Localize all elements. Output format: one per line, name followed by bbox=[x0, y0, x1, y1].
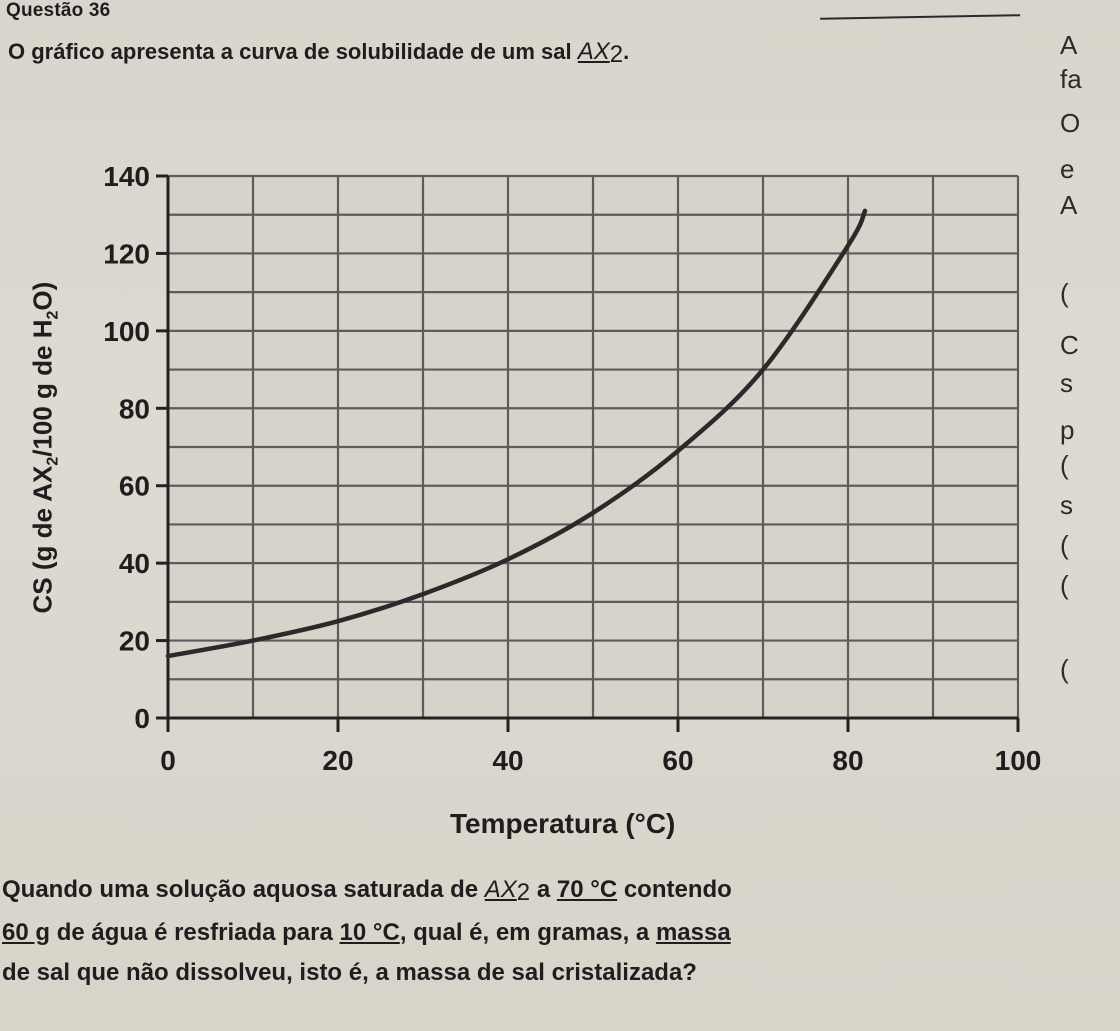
question-text: Quando uma solução aquosa saturada de AX… bbox=[2, 870, 1112, 993]
x-tick-label: 60 bbox=[662, 745, 693, 776]
y-tick-label: 60 bbox=[119, 471, 150, 502]
y-axis-label: CS (g de AX2/100 g de H2O) bbox=[27, 253, 62, 643]
y-tick-label: 20 bbox=[119, 626, 150, 657]
intro-text: O gráfico apresenta a curva de solubilid… bbox=[8, 39, 572, 64]
y-axis-label-part: O) bbox=[27, 281, 58, 311]
x-tick-label: 20 bbox=[322, 745, 353, 776]
x-tick-label: 100 bbox=[995, 745, 1042, 776]
y-tick-label: 100 bbox=[103, 316, 150, 347]
y-axis-label-part: /100 g de H bbox=[27, 319, 58, 457]
side-fragment: ( bbox=[1060, 530, 1069, 560]
question-formula: AX2 bbox=[484, 876, 531, 906]
side-fragment: A bbox=[1060, 30, 1078, 60]
question-line-3: de sal que não dissolveu, isto é, a mass… bbox=[2, 959, 697, 986]
side-fragment: O bbox=[1060, 108, 1081, 138]
question-text-part: Quando uma solução aquosa saturada de bbox=[2, 876, 479, 903]
x-tick-label: 40 bbox=[492, 745, 523, 776]
solubility-chart: 0 20 40 60 80 100 120 140 0 20 40 60 80 100 bbox=[103, 161, 1042, 776]
side-fragment: s bbox=[1060, 490, 1073, 520]
y-tick-label: 40 bbox=[119, 548, 150, 579]
intro-formula-end: . bbox=[623, 39, 630, 64]
question-formula-base: AX bbox=[484, 876, 517, 903]
question-text-part: , qual é, em gramas, a bbox=[399, 919, 650, 946]
side-fragment: e bbox=[1060, 154, 1075, 184]
side-fragment: s bbox=[1060, 368, 1073, 398]
question-line-2: 60 g de água é resfriada para 10 °C, qua… bbox=[2, 913, 1112, 953]
question-temp-final: 10 °C bbox=[339, 919, 400, 946]
y-axis-label-part: CS (g de AX bbox=[27, 465, 58, 614]
question-line-1: Quando uma solução aquosa saturada de AX… bbox=[2, 870, 1112, 913]
side-fragment: ( bbox=[1060, 654, 1069, 684]
side-fragment: A bbox=[1060, 190, 1078, 220]
x-tick-label: 0 bbox=[160, 745, 176, 776]
side-fragment: p bbox=[1060, 415, 1075, 445]
y-tick-label: 120 bbox=[103, 238, 150, 269]
cut-off-column: A fa O e A ( C s p ( s ( ( ( bbox=[1060, 30, 1120, 750]
side-fragment: ( bbox=[1060, 570, 1069, 600]
question-text-part: massa bbox=[655, 919, 731, 946]
side-fragment: ( bbox=[1060, 450, 1069, 480]
y-tick-label: 0 bbox=[134, 703, 150, 734]
x-tick-label: 80 bbox=[832, 745, 863, 776]
question-number: Questão 36 bbox=[6, 0, 111, 21]
x-axis-label: Temperatura (°C) bbox=[450, 808, 676, 839]
question-formula-sub: 2 bbox=[516, 879, 531, 906]
intro-sentence: O gráfico apresenta a curva de solubilid… bbox=[8, 38, 629, 69]
intro-formula-sub: 2 bbox=[609, 41, 624, 68]
side-fragment: C bbox=[1060, 330, 1079, 360]
y-tick-label: 140 bbox=[103, 161, 150, 192]
solubility-curve bbox=[165, 208, 868, 659]
side-fragment: ( bbox=[1060, 278, 1069, 308]
side-fragment: fa bbox=[1060, 64, 1082, 94]
question-temp-initial: 70 °C bbox=[556, 876, 618, 903]
question-text-part: contendo bbox=[623, 876, 732, 903]
y-tick-label: 80 bbox=[119, 393, 150, 424]
intro-formula: AX2 bbox=[577, 38, 624, 68]
y-axis-label-sub: 2 bbox=[44, 456, 62, 466]
y-axis-label-sub: 2 bbox=[44, 310, 62, 320]
question-text-part: de água é resfriada para bbox=[56, 919, 333, 946]
pen-scribble bbox=[819, 0, 1021, 20]
question-text-part: a bbox=[536, 876, 551, 903]
intro-formula-base: AX bbox=[577, 38, 610, 65]
question-water-mass: 60 g bbox=[2, 919, 51, 946]
